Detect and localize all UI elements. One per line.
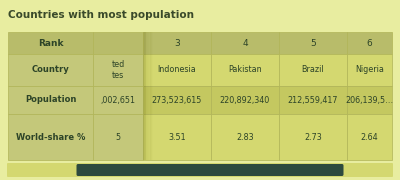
Bar bbox=[93, 114, 143, 160]
Text: 5: 5 bbox=[116, 132, 120, 141]
Bar bbox=[279, 114, 347, 160]
Bar bbox=[8, 54, 93, 86]
Text: 212,559,417: 212,559,417 bbox=[288, 96, 338, 105]
Bar bbox=[211, 86, 279, 114]
Text: 2.83: 2.83 bbox=[236, 132, 254, 141]
Bar bbox=[143, 114, 211, 160]
Text: Rank: Rank bbox=[38, 39, 63, 48]
Text: Country: Country bbox=[32, 66, 69, 75]
Bar bbox=[143, 86, 211, 114]
Text: 4: 4 bbox=[242, 39, 248, 48]
Text: 220,892,340: 220,892,340 bbox=[220, 96, 270, 105]
Text: 206,139,5…: 206,139,5… bbox=[346, 96, 394, 105]
Bar bbox=[8, 86, 93, 114]
Bar bbox=[347, 114, 392, 160]
Text: 2.73: 2.73 bbox=[304, 132, 322, 141]
Text: ted
tes: ted tes bbox=[111, 60, 125, 80]
Text: ,002,651: ,002,651 bbox=[100, 96, 136, 105]
Bar bbox=[8, 114, 93, 160]
FancyBboxPatch shape bbox=[76, 164, 344, 176]
Bar bbox=[143, 54, 211, 86]
Text: 3: 3 bbox=[174, 39, 180, 48]
Text: Population: Population bbox=[25, 96, 76, 105]
Bar bbox=[93, 32, 143, 54]
Text: World-share %: World-share % bbox=[16, 132, 85, 141]
Text: Brazil: Brazil bbox=[302, 66, 324, 75]
Bar bbox=[149, 32, 150, 160]
Bar bbox=[8, 32, 93, 54]
Text: Indonesia: Indonesia bbox=[158, 66, 196, 75]
Bar bbox=[279, 86, 347, 114]
Bar bbox=[347, 54, 392, 86]
Bar bbox=[146, 32, 147, 160]
Text: 273,523,615: 273,523,615 bbox=[152, 96, 202, 105]
Bar bbox=[347, 86, 392, 114]
Bar bbox=[146, 32, 148, 160]
Text: Countries with most population: Countries with most population bbox=[8, 10, 194, 20]
Text: 3.51: 3.51 bbox=[168, 132, 186, 141]
Text: 2.64: 2.64 bbox=[361, 132, 378, 141]
Text: 6: 6 bbox=[367, 39, 372, 48]
Bar bbox=[143, 32, 144, 160]
Bar bbox=[211, 54, 279, 86]
FancyBboxPatch shape bbox=[7, 163, 393, 177]
Bar bbox=[143, 32, 211, 54]
Bar bbox=[279, 32, 347, 54]
Bar bbox=[148, 32, 149, 160]
Text: Pakistan: Pakistan bbox=[228, 66, 262, 75]
Bar bbox=[211, 114, 279, 160]
Bar bbox=[93, 54, 143, 86]
Text: Nigeria: Nigeria bbox=[355, 66, 384, 75]
Bar bbox=[347, 32, 392, 54]
Bar bbox=[144, 32, 146, 160]
Bar bbox=[151, 32, 153, 160]
Bar bbox=[150, 32, 152, 160]
Bar bbox=[279, 54, 347, 86]
Bar bbox=[211, 32, 279, 54]
Bar bbox=[93, 86, 143, 114]
Text: 5: 5 bbox=[310, 39, 316, 48]
